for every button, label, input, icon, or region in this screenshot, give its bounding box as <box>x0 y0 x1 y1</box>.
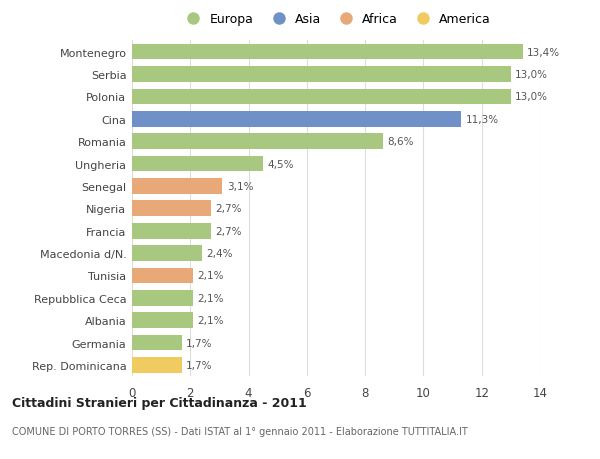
Bar <box>132 45 523 60</box>
Text: 1,7%: 1,7% <box>186 338 212 348</box>
Text: 2,1%: 2,1% <box>197 293 224 303</box>
Bar <box>132 335 182 351</box>
Bar <box>132 358 182 373</box>
Text: Cittadini Stranieri per Cittadinanza - 2011: Cittadini Stranieri per Cittadinanza - 2… <box>12 396 307 409</box>
Text: 13,4%: 13,4% <box>527 47 560 57</box>
Bar <box>132 112 461 127</box>
Text: 4,5%: 4,5% <box>268 159 294 169</box>
Text: 13,0%: 13,0% <box>515 92 548 102</box>
Bar <box>132 90 511 105</box>
Bar <box>132 134 383 150</box>
Bar <box>132 179 223 194</box>
Text: 2,7%: 2,7% <box>215 226 242 236</box>
Text: 11,3%: 11,3% <box>466 114 499 124</box>
Legend: Europa, Asia, Africa, America: Europa, Asia, Africa, America <box>178 11 494 28</box>
Text: 2,4%: 2,4% <box>206 248 233 258</box>
Text: 2,1%: 2,1% <box>197 315 224 325</box>
Bar <box>132 67 511 83</box>
Bar <box>132 224 211 239</box>
Text: 8,6%: 8,6% <box>387 137 413 147</box>
Text: 2,1%: 2,1% <box>197 271 224 281</box>
Text: 2,7%: 2,7% <box>215 204 242 214</box>
Text: 13,0%: 13,0% <box>515 70 548 80</box>
Text: 1,7%: 1,7% <box>186 360 212 370</box>
Bar <box>132 157 263 172</box>
Bar <box>132 201 211 217</box>
Bar <box>132 291 193 306</box>
Text: 3,1%: 3,1% <box>227 181 253 191</box>
Text: COMUNE DI PORTO TORRES (SS) - Dati ISTAT al 1° gennaio 2011 - Elaborazione TUTTI: COMUNE DI PORTO TORRES (SS) - Dati ISTAT… <box>12 426 468 436</box>
Bar <box>132 246 202 261</box>
Bar <box>132 313 193 328</box>
Bar <box>132 268 193 284</box>
